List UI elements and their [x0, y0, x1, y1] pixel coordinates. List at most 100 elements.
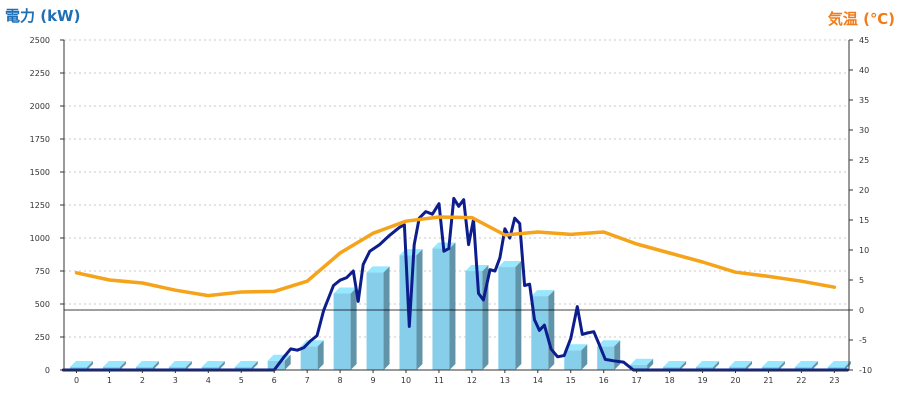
left-tick-label: 2000 — [30, 102, 50, 111]
right-tick-label: -5 — [859, 336, 867, 345]
x-tick-label: 17 — [632, 376, 642, 385]
right-tick-label: 5 — [859, 276, 864, 285]
right-axis-title: 気温 (℃) — [828, 10, 895, 28]
bar-top — [234, 361, 258, 367]
power-bar — [564, 344, 588, 370]
bar-side — [383, 266, 390, 370]
x-tick-label: 23 — [829, 376, 839, 385]
bar-top — [564, 344, 588, 351]
bar-top — [333, 287, 357, 294]
bar-side — [218, 361, 225, 370]
bar-top — [135, 361, 159, 367]
x-tick-label: 12 — [467, 376, 477, 385]
bar-side — [778, 361, 785, 370]
x-tick-label: 15 — [566, 376, 576, 385]
x-tick-label: 21 — [763, 376, 773, 385]
x-tick-label: 0 — [74, 376, 79, 385]
bar-top — [630, 358, 654, 365]
left-tick-label: 750 — [35, 267, 50, 276]
bar-side — [548, 290, 555, 370]
x-tick-label: 14 — [533, 376, 543, 385]
left-tick-label: 500 — [35, 300, 50, 309]
bar-top — [201, 361, 225, 367]
left-axis-title: 電力 (kW) — [5, 7, 80, 25]
right-tick-label: 10 — [859, 246, 869, 255]
x-tick-label: 22 — [796, 376, 806, 385]
bar-side — [87, 361, 93, 370]
bar-top — [70, 361, 93, 367]
bar-side — [713, 361, 720, 370]
bar-side — [152, 361, 159, 370]
bar-side — [515, 261, 522, 370]
bar-front — [630, 364, 648, 370]
power-bar — [300, 340, 324, 370]
bar-front — [498, 267, 516, 370]
bar-side — [119, 361, 126, 370]
x-tick-label: 4 — [206, 376, 211, 385]
bar-top — [827, 361, 851, 367]
power-bar — [498, 261, 522, 370]
left-tick-label: 250 — [35, 333, 50, 342]
bar-side — [811, 361, 818, 370]
x-tick-label: 9 — [371, 376, 376, 385]
bar-front — [366, 272, 384, 370]
bar-side — [284, 354, 291, 370]
bar-top — [597, 340, 621, 347]
bar-top — [498, 261, 522, 268]
x-tick-label: 8 — [338, 376, 343, 385]
bar-top — [663, 361, 687, 367]
left-tick-label: 0 — [45, 366, 50, 375]
left-tick-label: 1750 — [30, 135, 50, 144]
bar-front — [432, 248, 450, 370]
x-tick-label: 10 — [401, 376, 411, 385]
right-tick-label: 35 — [859, 96, 869, 105]
gridlines — [64, 39, 849, 338]
x-tick-label: 3 — [173, 376, 178, 385]
bar-side — [416, 249, 423, 370]
right-tick-label: 30 — [859, 126, 869, 135]
right-tick-label: 15 — [859, 216, 869, 225]
left-tick-label: 1500 — [30, 168, 50, 177]
x-tick-label: 20 — [730, 376, 740, 385]
right-tick-label: 45 — [859, 36, 869, 45]
bar-top — [761, 361, 785, 367]
bar-front — [333, 293, 351, 370]
x-tick-label: 7 — [305, 376, 310, 385]
x-tick-label: 6 — [272, 376, 277, 385]
bar-top — [168, 361, 192, 367]
x-tick-label: 5 — [239, 376, 244, 385]
x-tick-label: 2 — [140, 376, 145, 385]
bar-side — [449, 242, 456, 370]
power-bar — [432, 242, 456, 370]
x-tick-label: 1 — [107, 376, 112, 385]
x-tick-label: 13 — [500, 376, 510, 385]
power-line — [61, 196, 849, 372]
power-bar — [630, 358, 654, 370]
x-tick-label: 11 — [434, 376, 444, 385]
bar-top — [102, 361, 126, 367]
temperature-line — [74, 215, 837, 298]
bar-top — [696, 361, 720, 367]
bar-front — [300, 346, 318, 370]
right-tick-label: 20 — [859, 186, 869, 195]
right-tick-label: 0 — [859, 306, 864, 315]
bar-front — [531, 296, 549, 370]
power-bar — [333, 287, 357, 370]
x-tick-label: 18 — [665, 376, 675, 385]
bar-side — [647, 358, 654, 370]
bar-top — [366, 266, 390, 273]
right-tick-label: 40 — [859, 66, 869, 75]
x-tick-label: 16 — [599, 376, 609, 385]
left-tick-label: 1250 — [30, 201, 50, 210]
right-tick-label: 25 — [859, 156, 869, 165]
bar-top — [729, 361, 752, 367]
power-bar — [366, 266, 390, 370]
bar-front — [465, 271, 483, 370]
bar-side — [581, 344, 588, 370]
right-tick-label: -10 — [859, 366, 872, 375]
bar-side — [185, 361, 192, 370]
x-tick-label: 19 — [697, 376, 707, 385]
bar-top — [794, 361, 818, 367]
bar-front — [564, 350, 582, 370]
